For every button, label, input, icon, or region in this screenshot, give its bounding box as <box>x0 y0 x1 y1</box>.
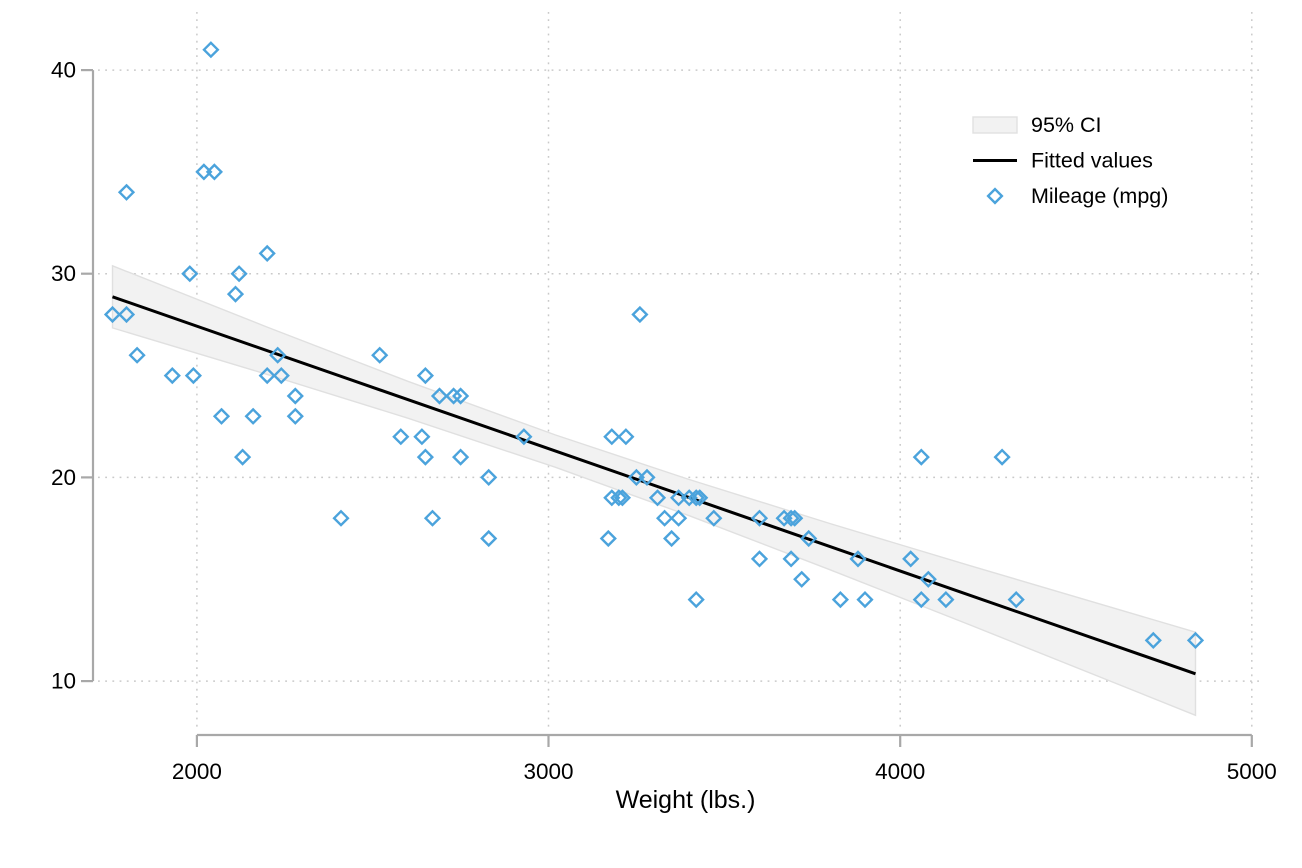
scatter-point <box>631 305 649 324</box>
scatter-point <box>202 41 220 59</box>
scatter-point <box>793 570 811 588</box>
scatter-series-mileage <box>103 41 1205 649</box>
scatter-point <box>515 428 533 446</box>
scatter-point <box>610 489 628 507</box>
scatter-point <box>212 407 231 425</box>
fitted-line <box>112 295 1196 676</box>
scatter-point <box>937 591 955 609</box>
scatter-point <box>1186 631 1205 649</box>
scatter-point <box>599 529 617 548</box>
scatter-point <box>617 428 635 446</box>
y-tick-label: 30 <box>51 261 76 286</box>
legend-marker-sample <box>986 187 1004 205</box>
scatter-point <box>286 407 304 425</box>
scatter-point <box>648 489 667 507</box>
scatter-point <box>452 448 470 466</box>
scatter-point <box>800 529 818 548</box>
scatter-point <box>269 346 287 364</box>
scatter-point <box>445 387 463 405</box>
scatter-point <box>234 448 252 466</box>
x-tick-label: 4000 <box>875 759 925 784</box>
scatter-point <box>786 509 804 527</box>
scatter-point <box>656 509 674 527</box>
scatter-point <box>181 265 199 283</box>
scatter-point <box>705 509 723 527</box>
scatter-point <box>117 305 136 324</box>
scatter-point <box>782 550 800 568</box>
scatter-point <box>184 367 202 385</box>
scatter-point <box>849 550 867 568</box>
scatter-point <box>831 591 849 609</box>
y-tick-label: 20 <box>51 465 76 490</box>
scatter-point <box>993 448 1011 466</box>
scatter-point <box>480 468 498 486</box>
scatter-point <box>452 387 470 405</box>
legend-ci-swatch <box>972 116 1018 134</box>
scatter-point <box>413 428 431 446</box>
x-tick-label: 2000 <box>172 759 222 784</box>
scatter-point <box>856 591 874 609</box>
scatter-point <box>244 407 262 425</box>
scatter-point <box>416 367 434 385</box>
scatter-point <box>286 387 304 405</box>
scatter-point <box>371 346 389 364</box>
scatter-point <box>416 448 434 466</box>
scatter-point <box>613 489 631 507</box>
scatter-point <box>205 163 223 181</box>
scatter-point <box>423 509 442 527</box>
y-tick-label: 10 <box>51 669 76 694</box>
legend: 95% CI Fitted values Mileage (mpg) <box>972 113 1168 208</box>
scatter-point <box>430 387 449 405</box>
scatter-point <box>1007 591 1025 609</box>
scatter-point <box>103 305 122 324</box>
confidence-band <box>111 264 1197 717</box>
scatter-point <box>663 529 681 548</box>
scatter-point <box>117 183 136 201</box>
x-tick-label: 5000 <box>1227 759 1277 784</box>
scatter-point <box>163 367 181 385</box>
scatter-point <box>1144 631 1162 649</box>
scatter-point <box>670 509 688 527</box>
scatter-point <box>687 489 705 507</box>
scatter-point <box>912 448 930 466</box>
scatter-point <box>750 509 769 527</box>
x-axis-title: Weight (lbs.) <box>616 786 756 814</box>
y-tick-label: 40 <box>51 58 76 83</box>
scatter-point <box>230 265 248 283</box>
scatter-point <box>258 367 276 385</box>
scatter-point <box>750 550 769 568</box>
legend-label: Mileage (mpg) <box>1031 184 1168 208</box>
scatter-point <box>912 591 930 609</box>
scatter-point <box>480 529 498 548</box>
scatter-point <box>782 509 800 527</box>
scatter-point <box>902 550 920 568</box>
scatter-point <box>687 591 705 609</box>
scatter-point <box>258 244 276 262</box>
scatter-point <box>691 489 709 507</box>
scatter-point <box>128 346 146 364</box>
scatter-point <box>603 428 621 446</box>
legend-label: 95% CI <box>1031 113 1102 137</box>
x-tick-label: 3000 <box>523 759 573 784</box>
scatter-point <box>919 570 937 588</box>
scatter-point <box>332 509 350 527</box>
scatter-point <box>638 468 656 486</box>
scatter-point <box>226 285 245 303</box>
scatter-point <box>392 428 410 446</box>
legend-label: Fitted values <box>1031 149 1153 173</box>
scatter-point <box>272 367 290 385</box>
